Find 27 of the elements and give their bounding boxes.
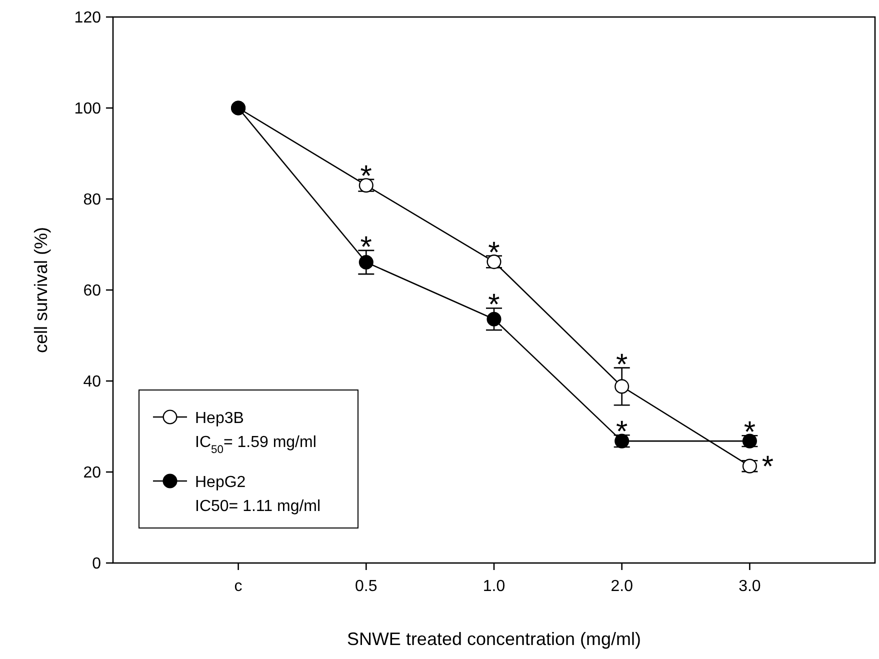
point	[358, 254, 374, 270]
y-tick-label: 20	[83, 464, 102, 482]
y-tick-label: 120	[74, 10, 102, 27]
legend-label: HepG2 IC50= 1.11 mg/ml	[195, 474, 321, 515]
x-tick-label: 0.5	[355, 578, 378, 595]
x-axis-title: SNWE treated concentration (mg/ml)	[346, 629, 642, 649]
annotation: *	[744, 416, 756, 450]
annotation: *	[488, 288, 500, 322]
annotation: *	[616, 348, 628, 382]
y-axis-title: cell survival (%)	[31, 226, 51, 354]
y-tick-label: 100	[74, 100, 102, 118]
y-tick-label: 40	[83, 374, 102, 391]
annotation: *	[762, 450, 774, 484]
point	[486, 312, 502, 326]
x-tick-label: 2.0	[610, 578, 634, 595]
x-tick-label: 3.0	[738, 578, 761, 595]
annotation: *	[360, 230, 372, 264]
x-tick-label: c	[234, 578, 242, 595]
legend-label: Hep3B IC$_{50}$= 1.59 mg/ml	[195, 410, 316, 456]
y-tick-label: 80	[83, 192, 102, 209]
x-tick-label: 1.0	[482, 578, 506, 595]
point	[614, 379, 630, 394]
y-tick-label: 60	[83, 282, 102, 300]
annotation: *	[488, 236, 500, 270]
y-tick-label: 0	[92, 556, 102, 573]
annotation: *	[360, 160, 372, 193]
annotation: *	[616, 416, 628, 449]
